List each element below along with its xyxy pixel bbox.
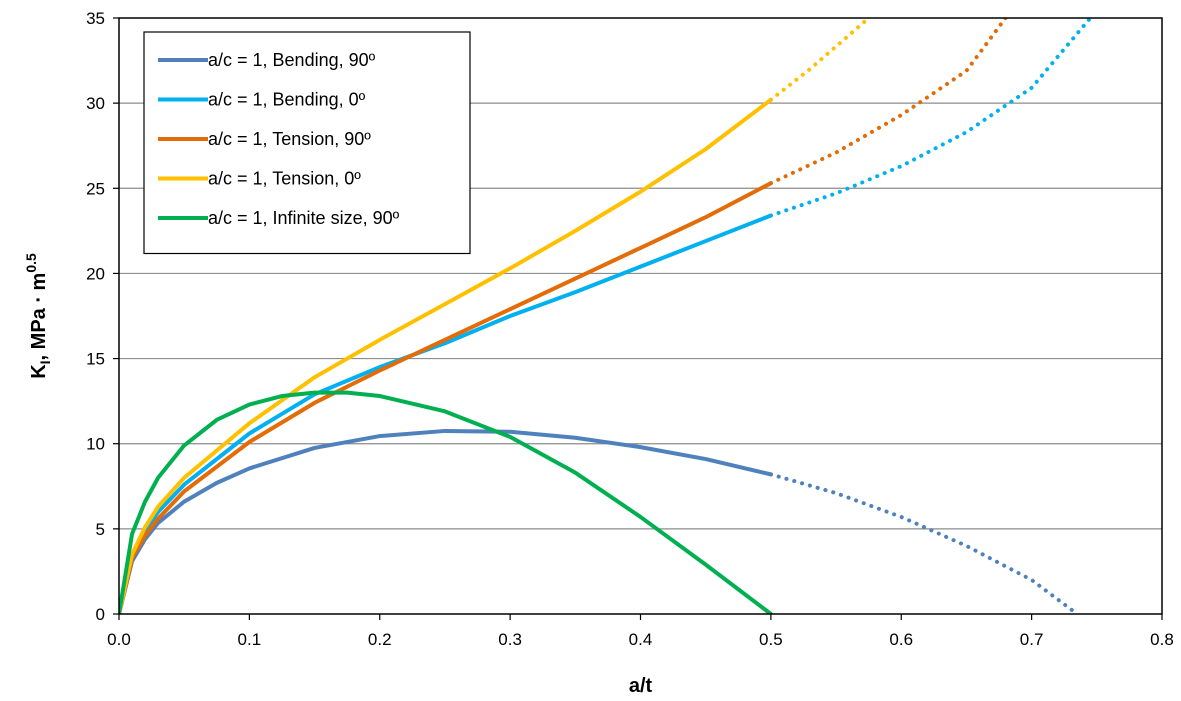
series-line-solid xyxy=(119,97,773,614)
x-tick-label: 0.1 xyxy=(238,630,262,649)
x-tick-label: 0.5 xyxy=(759,630,783,649)
x-axis-ticks: 0.0 0.1 0.2 0.3 0.4 0.5 0.6 0.7 0.8 xyxy=(107,614,1174,649)
x-tick-label: 0.0 xyxy=(107,630,131,649)
y-axis-title: KI, MPa · m0.5 xyxy=(23,253,53,379)
x-tick-label: 0.4 xyxy=(629,630,653,649)
x-axis-title: a/t xyxy=(629,675,653,697)
legend: a/c = 1, Bending, 90º a/c = 1, Bending, 0… xyxy=(143,31,471,255)
series-line-solid xyxy=(119,213,773,614)
series-line-dotted xyxy=(768,472,1080,614)
series-line-dotted xyxy=(768,18,871,102)
y-axis-ticks: 0 5 10 15 20 25 30 35 xyxy=(86,9,119,624)
series-1 xyxy=(119,428,1080,614)
y-axis-title-main: K xyxy=(28,364,50,379)
legend-entry-2: a/c = 1, Bending, 0º xyxy=(158,90,366,110)
series-line-solid xyxy=(119,428,773,614)
legend-label: a/c = 1, Bending, 0º xyxy=(208,90,366,110)
series-layer xyxy=(119,18,1093,614)
legend-label: a/c = 1, Infinite size, 90º xyxy=(208,208,400,228)
legend-entry-1: a/c = 1, Bending, 90º xyxy=(158,50,376,70)
x-tick-label: 0.8 xyxy=(1150,630,1174,649)
x-tick-label: 0.2 xyxy=(368,630,392,649)
y-tick-label: 20 xyxy=(86,264,105,283)
y-tick-label: 10 xyxy=(86,435,105,454)
series-line-dotted xyxy=(768,18,1008,186)
series-line-solid xyxy=(119,390,773,614)
legend-entry-3: a/c = 1, Tension, 90º xyxy=(158,129,371,149)
y-tick-label: 35 xyxy=(86,9,105,28)
series-line-solid xyxy=(119,181,773,614)
legend-label: a/c = 1, Tension, 90º xyxy=(208,129,371,149)
y-tick-label: 15 xyxy=(86,350,105,369)
y-axis-title-superscript: 0.5 xyxy=(23,253,39,273)
series-line-dotted xyxy=(768,18,1093,218)
x-tick-label: 0.3 xyxy=(498,630,522,649)
legend-label: a/c = 1, Tension, 0º xyxy=(208,169,361,189)
y-axis-title-subscript: I xyxy=(37,360,53,364)
legend-entry-5: a/c = 1, Infinite size, 90º xyxy=(158,208,400,228)
legend-entry-4: a/c = 1, Tension, 0º xyxy=(158,169,361,189)
series-5 xyxy=(119,390,773,614)
y-axis-title-units: , MPa · m xyxy=(28,273,50,361)
y-tick-label: 0 xyxy=(96,605,105,624)
y-tick-label: 25 xyxy=(86,179,105,198)
series-4 xyxy=(119,18,871,614)
y-tick-label: 30 xyxy=(86,94,105,113)
x-tick-label: 0.6 xyxy=(889,630,913,649)
x-tick-label: 0.7 xyxy=(1020,630,1044,649)
series-3 xyxy=(119,18,1008,614)
y-tick-label: 5 xyxy=(96,520,105,539)
legend-label: a/c = 1, Bending, 90º xyxy=(208,50,376,70)
